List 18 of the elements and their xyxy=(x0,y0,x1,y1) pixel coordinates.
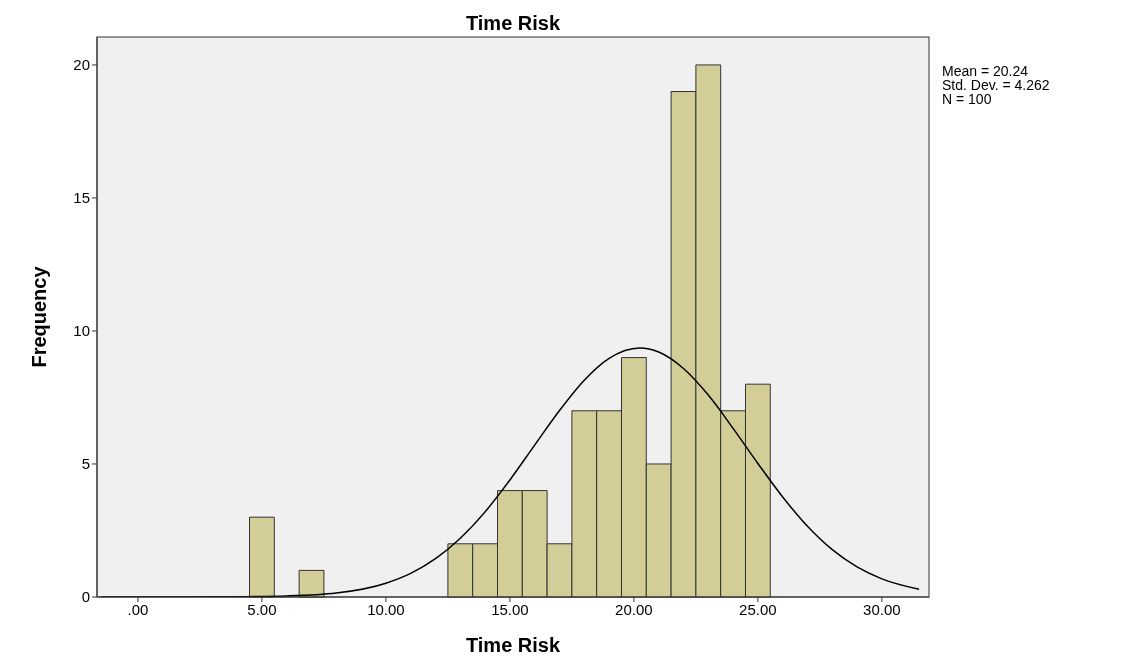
y-tick-label: 10 xyxy=(73,322,90,340)
x-tick-label: 30.00 xyxy=(863,600,901,618)
x-tick-label: 15.00 xyxy=(491,600,529,618)
y-tick-label: 20 xyxy=(73,56,90,74)
y-tick-label: 15 xyxy=(73,189,90,207)
x-tick-label: .00 xyxy=(127,600,149,618)
chart-title: Time Risk xyxy=(464,12,562,35)
y-tick-label: 0 xyxy=(81,588,90,606)
x-tick-label: 20.00 xyxy=(615,600,653,618)
x-tick-label: 25.00 xyxy=(739,600,777,618)
x-tick-label: 5.00 xyxy=(247,600,277,618)
text: Std. Dev. = 4.262 xyxy=(942,77,1050,93)
x-tick-label: 10.00 xyxy=(367,600,405,618)
x-axis-title: Time Risk xyxy=(465,634,561,656)
y-tick-label: 5 xyxy=(81,455,90,473)
y-axis-title: Frequency xyxy=(28,265,51,368)
text: N = 100 xyxy=(942,91,993,107)
text: Mean = 20.24 xyxy=(942,63,1029,79)
